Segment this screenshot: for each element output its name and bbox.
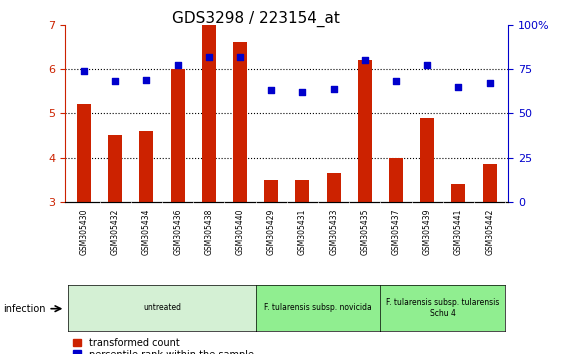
Point bbox=[391, 79, 400, 84]
Bar bbox=[170, 69, 185, 202]
Text: F. tularensis subsp. tularensis
Schu 4: F. tularensis subsp. tularensis Schu 4 bbox=[386, 298, 499, 318]
Point bbox=[329, 86, 338, 91]
Text: GSM305442: GSM305442 bbox=[485, 209, 494, 255]
Text: GSM305431: GSM305431 bbox=[298, 209, 307, 255]
Bar bbox=[420, 118, 435, 202]
Text: GSM305439: GSM305439 bbox=[423, 209, 432, 255]
Bar bbox=[483, 164, 496, 202]
Point bbox=[173, 63, 182, 68]
Bar bbox=[327, 173, 341, 202]
Point bbox=[236, 54, 245, 59]
Point bbox=[267, 87, 276, 93]
Point bbox=[80, 68, 89, 74]
Text: untreated: untreated bbox=[143, 303, 181, 313]
Text: GSM305440: GSM305440 bbox=[236, 209, 245, 255]
Point bbox=[142, 77, 151, 82]
Bar bbox=[233, 42, 247, 202]
Bar bbox=[202, 25, 216, 202]
Bar bbox=[77, 104, 91, 202]
Text: GSM305435: GSM305435 bbox=[360, 209, 369, 255]
Point bbox=[298, 89, 307, 95]
Text: GSM305430: GSM305430 bbox=[80, 209, 89, 255]
Text: GSM305432: GSM305432 bbox=[111, 209, 120, 255]
Text: GSM305438: GSM305438 bbox=[204, 209, 214, 255]
Text: infection: infection bbox=[3, 304, 45, 314]
Legend: transformed count, percentile rank within the sample: transformed count, percentile rank withi… bbox=[73, 338, 253, 354]
Point bbox=[204, 54, 214, 59]
Bar bbox=[389, 158, 403, 202]
Text: GSM305433: GSM305433 bbox=[329, 209, 338, 255]
Text: GDS3298 / 223154_at: GDS3298 / 223154_at bbox=[172, 11, 340, 27]
Bar bbox=[264, 180, 278, 202]
Bar bbox=[139, 131, 153, 202]
Text: F. tularensis subsp. novicida: F. tularensis subsp. novicida bbox=[264, 303, 372, 313]
Text: GSM305437: GSM305437 bbox=[391, 209, 400, 255]
Point bbox=[423, 63, 432, 68]
Text: GSM305441: GSM305441 bbox=[454, 209, 463, 255]
Text: GSM305436: GSM305436 bbox=[173, 209, 182, 255]
Bar bbox=[108, 136, 122, 202]
Text: GSM305434: GSM305434 bbox=[142, 209, 151, 255]
Point bbox=[360, 57, 369, 63]
Bar bbox=[358, 60, 372, 202]
Point bbox=[485, 80, 494, 86]
Bar bbox=[295, 180, 310, 202]
Bar bbox=[452, 184, 465, 202]
Point bbox=[454, 84, 463, 90]
Text: GSM305429: GSM305429 bbox=[267, 209, 275, 255]
Point bbox=[111, 79, 120, 84]
